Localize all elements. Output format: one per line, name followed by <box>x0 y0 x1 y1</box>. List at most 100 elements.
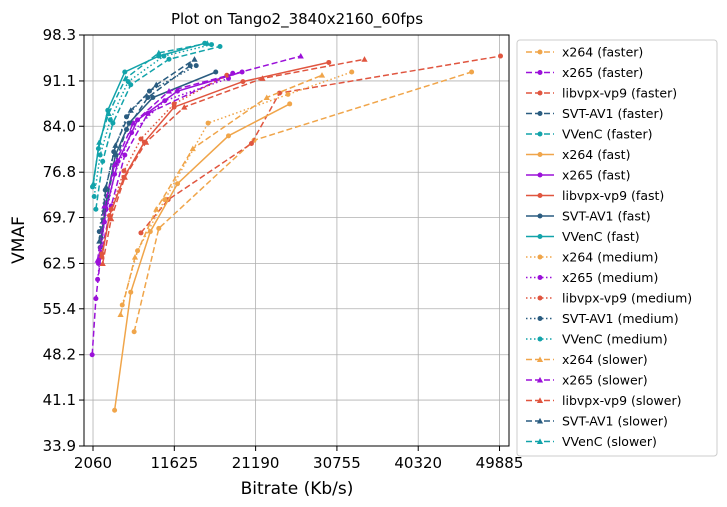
series-line <box>100 71 217 239</box>
y-tick-label: 41.1 <box>43 391 76 409</box>
legend-marker <box>537 193 543 198</box>
legend-marker <box>537 336 543 342</box>
y-tick-label: 62.5 <box>43 254 76 272</box>
y-tick-label: 69.7 <box>43 209 76 227</box>
legend-label: x265 (medium) <box>562 270 658 285</box>
x-tick-label: 11625 <box>150 454 198 472</box>
series-line <box>133 71 472 332</box>
legend-label: x264 (slower) <box>562 352 648 367</box>
legend-label: VVenC (slower) <box>562 434 657 449</box>
data-point <box>121 168 127 174</box>
legend-entry: x265 (medium) <box>526 270 658 285</box>
legend-label: x264 (fast) <box>562 147 630 162</box>
data-point <box>112 171 118 177</box>
legend-label: VVenC (faster) <box>562 127 653 142</box>
data-point <box>181 104 188 110</box>
data-point <box>165 88 173 94</box>
x-tick-label: 40320 <box>394 454 442 472</box>
data-point <box>112 142 119 148</box>
legend-entry: SVT-AV1 (medium) <box>526 311 679 326</box>
legend-marker <box>536 397 544 403</box>
data-point <box>193 63 199 69</box>
data-point <box>285 91 291 97</box>
legend-marker <box>536 356 544 362</box>
series-10 <box>119 69 355 308</box>
y-tick-label: 48.2 <box>43 346 76 364</box>
legend-entry: x264 (faster) <box>526 45 643 60</box>
series-line <box>93 43 212 197</box>
series-17 <box>99 56 368 266</box>
data-point <box>361 56 368 62</box>
data-point <box>469 69 475 75</box>
data-point <box>138 136 144 142</box>
data-point <box>95 146 101 152</box>
legend-label: libvpx-vp9 (medium) <box>562 291 692 306</box>
data-point <box>240 79 246 85</box>
data-point <box>263 94 270 101</box>
legend-marker <box>537 49 543 55</box>
series-16 <box>94 52 304 263</box>
data-point <box>126 120 132 126</box>
data-point <box>153 206 160 212</box>
legend-label: x264 (faster) <box>562 45 643 60</box>
series-12 <box>99 72 230 257</box>
series-line <box>92 42 208 184</box>
data-point <box>209 42 214 48</box>
data-point <box>259 75 266 81</box>
legend-label: SVT-AV1 (medium) <box>562 311 679 326</box>
legend-entry: VVenC (medium) <box>526 332 668 347</box>
series-18 <box>96 56 198 244</box>
data-point <box>128 289 134 295</box>
legend-marker <box>537 254 543 260</box>
x-tick-label: 30755 <box>313 454 361 472</box>
legend-marker <box>537 234 543 239</box>
data-point <box>155 49 162 56</box>
data-point <box>131 253 139 260</box>
data-point <box>121 174 128 180</box>
legend-marker <box>536 376 544 383</box>
series-line <box>95 45 221 210</box>
legend-entry: SVT-AV1 (faster) <box>526 106 664 121</box>
series-5 <box>112 101 293 413</box>
data-point <box>138 230 144 236</box>
series-15 <box>117 72 326 318</box>
x-tick-label: 2060 <box>74 454 112 472</box>
data-point <box>175 181 180 187</box>
y-tick-label: 91.1 <box>43 72 76 90</box>
data-point <box>96 238 103 244</box>
data-point <box>498 53 503 59</box>
data-point <box>171 101 177 107</box>
data-point <box>89 352 95 358</box>
data-point <box>297 52 304 59</box>
data-point <box>162 197 168 203</box>
y-tick-label: 98.3 <box>43 26 76 44</box>
legend: x264 (faster) x265 (faster) libvpx-vp9 (fa… <box>516 39 718 457</box>
legend-label: SVT-AV1 (slower) <box>562 414 668 429</box>
data-point <box>93 296 99 302</box>
data-point <box>166 56 172 62</box>
data-point <box>161 53 167 59</box>
data-point <box>127 107 134 113</box>
legend-entry: libvpx-vp9 (faster) <box>526 86 677 101</box>
data-point <box>95 276 101 282</box>
legend-label: libvpx-vp9 (slower) <box>562 393 681 408</box>
legend-entry: libvpx-vp9 (fast) <box>526 188 664 203</box>
legend-marker <box>536 417 544 424</box>
legend-marker <box>537 90 543 96</box>
y-axis-title: VMAF <box>9 216 29 264</box>
legend-label: x265 (faster) <box>562 65 643 80</box>
legend-label: libvpx-vp9 (fast) <box>562 188 664 203</box>
data-point <box>349 69 355 75</box>
legend-marker <box>537 70 543 75</box>
data-point <box>96 139 103 145</box>
data-point <box>191 56 198 62</box>
legend-entry: libvpx-vp9 (slower) <box>526 393 681 408</box>
legend-label: SVT-AV1 (faster) <box>562 106 664 121</box>
legend-entry: SVT-AV1 (fast) <box>526 209 651 224</box>
data-point <box>205 120 211 126</box>
data-point <box>93 206 99 212</box>
data-point <box>217 43 223 49</box>
legend-entry: x265 (faster) <box>526 65 643 80</box>
data-point <box>99 260 106 266</box>
data-point <box>153 81 160 88</box>
